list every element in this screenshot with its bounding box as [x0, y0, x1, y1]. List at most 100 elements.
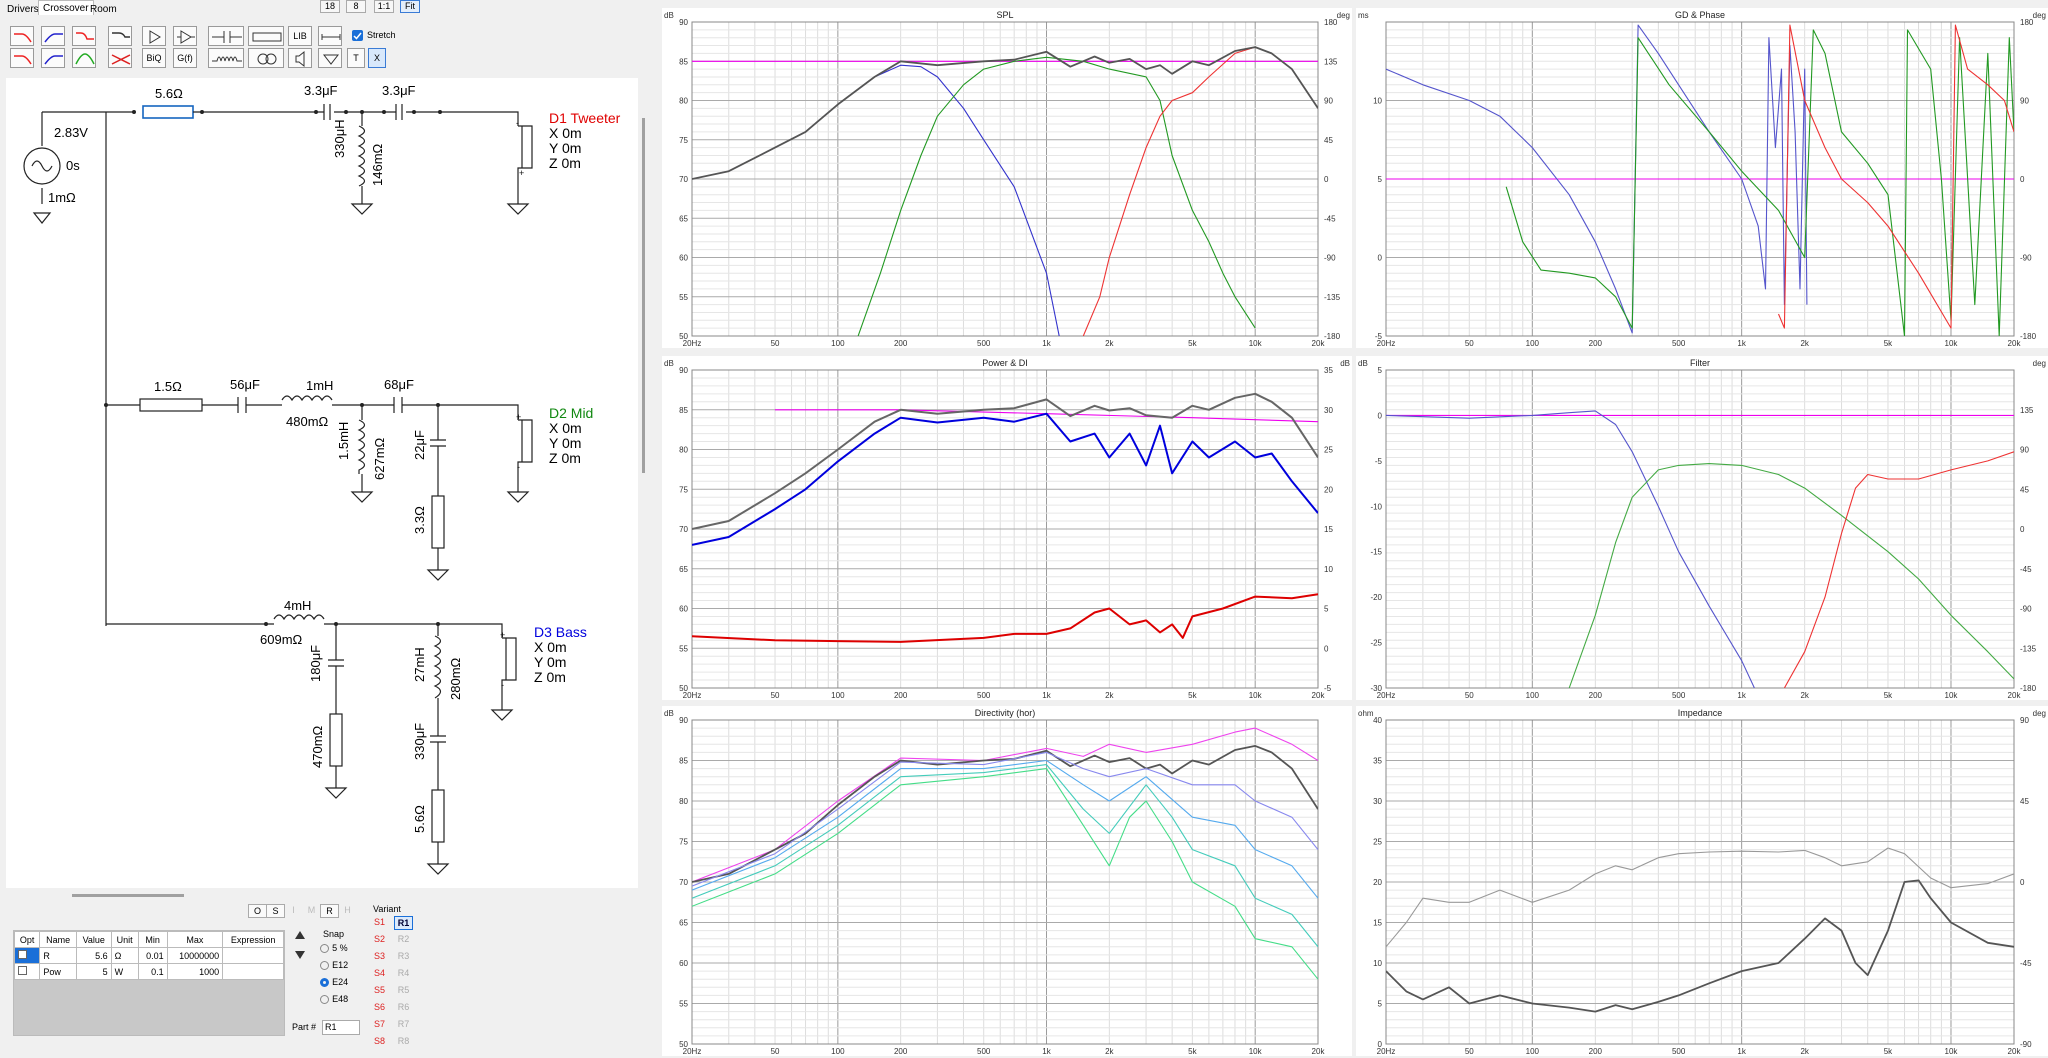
- schematic-vertical-scrollbar[interactable]: [642, 118, 645, 473]
- resistor-icon[interactable]: [248, 26, 284, 46]
- ground-icon[interactable]: [318, 48, 342, 68]
- schematic-horizontal-scrollbar[interactable]: [72, 894, 184, 897]
- param-expression[interactable]: [222, 963, 284, 980]
- highpass-filter-icon[interactable]: [41, 26, 65, 46]
- variant-s7[interactable]: S7: [373, 1019, 385, 1029]
- param-min[interactable]: 0.01: [137, 947, 168, 964]
- driver-d3[interactable]: D3 Bass X 0m Y 0m Z 0m: [534, 625, 587, 685]
- x-tick-label: 20k: [1312, 339, 1326, 348]
- allpass-filter-icon[interactable]: [108, 48, 132, 68]
- schematic-canvas[interactable]: - + + - + - 2.83V 0s 1mΩ 5.6Ω 3.3μF 3.3μF 3…: [6, 78, 638, 888]
- zoom-1to1-button[interactable]: 1:1: [374, 0, 394, 13]
- mode-o-button[interactable]: O: [248, 904, 267, 918]
- variant-r7[interactable]: R7: [397, 1019, 410, 1029]
- driver-d2[interactable]: D2 Mid X 0m Y 0m Z 0m: [549, 406, 593, 466]
- power-di-plot[interactable]: Power & DI dB dB 20Hz 50 100 200 500 1k 2k 5k 10k 20…: [662, 356, 1352, 700]
- mode-r-button[interactable]: R: [320, 904, 339, 918]
- param-expression[interactable]: [222, 947, 284, 964]
- move-down-button[interactable]: [293, 948, 307, 962]
- variant-r6[interactable]: R6: [397, 1002, 410, 1012]
- transformer-icon[interactable]: [248, 48, 284, 68]
- param-max[interactable]: 10000000: [166, 947, 224, 964]
- zoom-18-button[interactable]: 18: [320, 0, 340, 13]
- snap-option-e12[interactable]: E12: [320, 959, 348, 975]
- mode-s-button[interactable]: S: [266, 904, 285, 918]
- mode-i-button[interactable]: I: [292, 905, 295, 915]
- y-tick-label: 25: [1373, 838, 1382, 847]
- tab-room[interactable]: Room: [90, 4, 117, 15]
- y-tick-label: 35: [1373, 757, 1382, 766]
- opt-checkbox[interactable]: [18, 966, 27, 975]
- part-number-field[interactable]: R1: [322, 1020, 360, 1035]
- capacitor-icon[interactable]: [208, 26, 244, 46]
- directivity-plot[interactable]: Directivity (hor) dB 20Hz 50 100 200 500 1k 2k 5k…: [662, 706, 1352, 1056]
- variant-s8[interactable]: S8: [373, 1036, 385, 1046]
- bandpass-filter-icon[interactable]: [72, 48, 96, 68]
- param-max[interactable]: 1000: [166, 963, 224, 980]
- variant-r4[interactable]: R4: [397, 968, 410, 978]
- tab-crossover[interactable]: Crossover: [38, 0, 94, 15]
- y-tick-label: 50: [679, 1040, 688, 1049]
- lowpass-filter-2-icon[interactable]: [10, 48, 34, 68]
- snap-option-e24[interactable]: E24: [320, 976, 348, 992]
- mid-resistor2-label: 3.3Ω: [412, 506, 427, 534]
- delete-tool-button[interactable]: X: [368, 48, 386, 68]
- x-tick-label: 10k: [1945, 691, 1959, 700]
- stretch-checkbox[interactable]: [352, 30, 363, 41]
- spl-plot[interactable]: SPL dB deg 20Hz 50 100 200 500 1k 2k 5k 10k 20k 90 85 8…: [662, 8, 1352, 348]
- zoom-8-button[interactable]: 8: [346, 0, 366, 13]
- highpass-filter-2-icon[interactable]: [41, 48, 65, 68]
- y-tick-label: 65: [679, 565, 688, 574]
- bass-resistor1-label: 470mΩ: [310, 725, 325, 768]
- library-button[interactable]: LIB: [288, 26, 312, 46]
- series-line-5: [692, 768, 1318, 980]
- variant-s2[interactable]: S2: [373, 934, 385, 944]
- table-row: Pow 5 W 0.1 1000: [13, 963, 284, 980]
- snap-option-5pct[interactable]: 5 %: [320, 942, 348, 958]
- variant-s5[interactable]: S5: [373, 985, 385, 995]
- impedance-plot[interactable]: Impedance ohm deg 20Hz 50 100 200 500 1k 2k 5k 10k 2…: [1356, 706, 2048, 1056]
- text-tool-button[interactable]: T: [347, 48, 365, 68]
- chart-title: Power & DI: [982, 358, 1028, 368]
- svg-text:+: +: [500, 630, 505, 640]
- biquad-button[interactable]: BiQ: [142, 48, 166, 68]
- variant-r2[interactable]: R2: [397, 934, 410, 944]
- param-value[interactable]: 5.6: [75, 947, 112, 964]
- param-min[interactable]: 0.1: [137, 963, 168, 980]
- x-tick-label: 500: [1672, 339, 1686, 348]
- tab-drivers[interactable]: Drivers: [7, 4, 39, 15]
- speaker-icon[interactable]: [288, 48, 312, 68]
- notch-filter-icon[interactable]: [108, 26, 132, 46]
- variant-s3[interactable]: S3: [373, 951, 385, 961]
- mode-h-button[interactable]: H: [344, 905, 351, 915]
- lowpass-filter-icon[interactable]: [10, 26, 34, 46]
- variant-s6[interactable]: S6: [373, 1002, 385, 1012]
- part-number-label: Part #: [292, 1022, 317, 1032]
- y-tick-label: 75: [679, 485, 688, 494]
- driver-d1-x: X 0m: [549, 125, 582, 141]
- opt-checkbox[interactable]: [18, 950, 27, 959]
- move-up-button[interactable]: [293, 928, 307, 942]
- transfer-function-button[interactable]: G(f): [173, 48, 197, 68]
- opamp-icon[interactable]: [173, 26, 197, 46]
- buffer-icon[interactable]: [142, 26, 166, 46]
- variant-r8[interactable]: R8: [397, 1036, 410, 1046]
- variant-s1[interactable]: S1: [373, 917, 385, 927]
- inductor-icon[interactable]: [208, 48, 244, 68]
- snap-option-e48[interactable]: E48: [320, 993, 348, 1009]
- variant-s4[interactable]: S4: [373, 968, 385, 978]
- filter-plot[interactable]: Filter dB deg 20Hz 50 100 200 500 1k 2k 5k 10k 20k 5 0…: [1356, 356, 2048, 700]
- driver-d1[interactable]: D1 Tweeter X 0m Y 0m Z 0m: [549, 111, 620, 171]
- mode-m-button[interactable]: M: [307, 905, 316, 915]
- gd-phase-plot[interactable]: GD & Phase ms deg 20Hz 50 100 200 500 1k 2k 5k 10k 2…: [1356, 8, 2048, 348]
- variant-r5[interactable]: R5: [397, 985, 410, 995]
- snap-options: 5 % E12 E24 E48: [320, 942, 380, 1006]
- mid-inductor1-res-label: 480mΩ: [286, 414, 329, 429]
- y-tick-label: 70: [679, 525, 688, 534]
- param-value[interactable]: 5: [75, 963, 112, 980]
- variant-r3[interactable]: R3: [397, 951, 410, 961]
- wire-icon[interactable]: [318, 26, 342, 46]
- zoom-fit-button[interactable]: Fit: [400, 0, 420, 13]
- variant-r1[interactable]: R1: [394, 916, 413, 930]
- shelf-filter-icon[interactable]: [72, 26, 96, 46]
